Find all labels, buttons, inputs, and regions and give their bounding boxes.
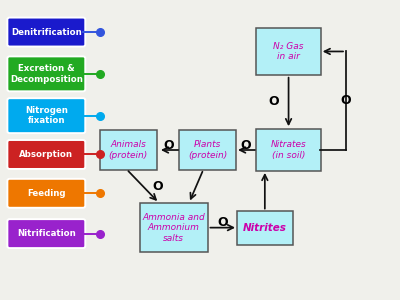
Text: Feeding: Feeding [27,189,66,198]
Text: O: O [341,94,351,107]
FancyBboxPatch shape [7,140,85,169]
FancyBboxPatch shape [256,129,321,171]
Text: Nitrates
(in soil): Nitrates (in soil) [271,140,306,160]
Text: O: O [240,139,251,152]
Text: N₂ Gas
in air: N₂ Gas in air [273,42,304,61]
Text: O: O [152,180,162,193]
Text: Absorption: Absorption [19,150,73,159]
FancyBboxPatch shape [7,219,85,248]
Text: Excretion &
Decomposition: Excretion & Decomposition [10,64,83,84]
FancyBboxPatch shape [140,203,208,252]
Text: Nitrogen
fixation: Nitrogen fixation [25,106,68,125]
Text: Denitrification: Denitrification [11,28,82,37]
FancyBboxPatch shape [256,28,321,75]
Text: Plants
(protein): Plants (protein) [188,140,227,160]
FancyBboxPatch shape [236,211,293,244]
Text: O: O [218,216,228,229]
Text: O: O [268,95,279,108]
Text: Ammonia and
Ammonium
salts: Ammonia and Ammonium salts [142,213,205,242]
FancyBboxPatch shape [7,98,85,133]
Text: O: O [164,139,174,152]
FancyBboxPatch shape [7,179,85,208]
Text: Nitrites: Nitrites [243,223,287,232]
Text: Nitrification: Nitrification [17,229,76,238]
FancyBboxPatch shape [7,18,85,46]
FancyBboxPatch shape [7,56,85,91]
Text: Animals
(protein): Animals (protein) [109,140,148,160]
FancyBboxPatch shape [100,130,157,170]
FancyBboxPatch shape [179,130,236,170]
